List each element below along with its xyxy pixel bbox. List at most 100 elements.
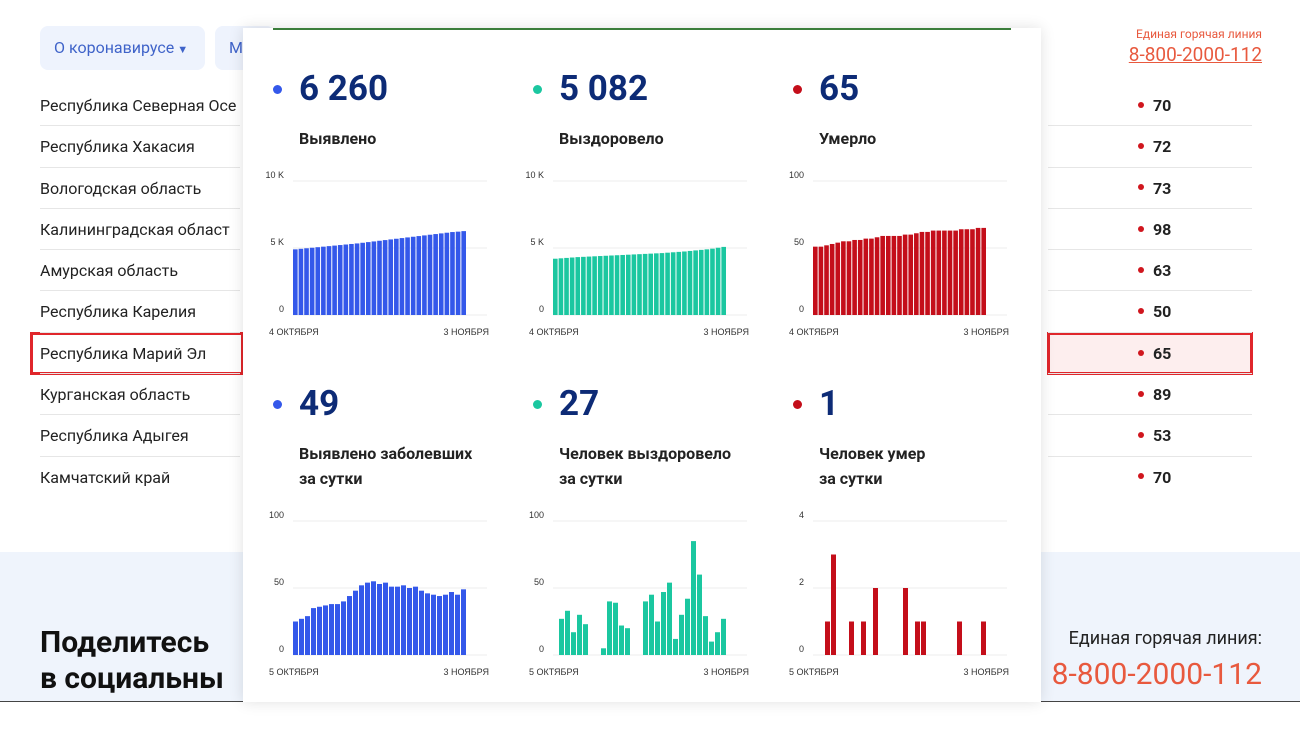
chart-bar: [298, 248, 304, 315]
region-stats-popup: 6 260 Выявлено 0 5 K 10 K 4 ОКТЯБРЯ 3 НОЯБРЯ…: [243, 28, 1041, 702]
region-name[interactable]: Республика Хакасия: [40, 126, 240, 168]
chart-bar: [873, 588, 878, 655]
chart-bar: [908, 234, 914, 315]
region-deaths-value: 72: [1048, 126, 1252, 168]
chart-bar: [642, 253, 648, 315]
chart-detected: 0 5 K 10 K 4 ОКТЯБРЯ 3 НОЯБРЯ: [265, 170, 489, 337]
chart-recovered: 0 5 K 10 K 4 ОКТЯБРЯ 3 НОЯБРЯ: [525, 170, 749, 337]
region-name[interactable]: Республика Марий Эл: [40, 333, 240, 375]
chart-bar: [936, 230, 942, 315]
chart-bar: [377, 583, 382, 655]
chart-bar: [360, 242, 365, 315]
hotline-top-number[interactable]: 8-800-2000-112: [1128, 43, 1262, 66]
chart-bar: [347, 596, 352, 655]
share-heading: Поделитесь в социальны: [40, 625, 224, 697]
x-tick-label: 3 НОЯБРЯ: [443, 327, 489, 337]
deaths-count: 70: [1153, 467, 1172, 487]
chart-bar: [693, 250, 698, 315]
chart-bar: [419, 590, 424, 655]
deaths-count: 72: [1153, 137, 1172, 157]
chart-bar: [422, 235, 427, 315]
chart-bar: [670, 252, 676, 315]
metric-died-daily: 1 Человек умер за сутки 0 2 4 5 ОКТЯБРЯ 3 НО…: [763, 343, 1023, 677]
region-name[interactable]: Республика Карелия: [40, 291, 240, 333]
popup-top-divider: [273, 28, 1011, 30]
chart-died-daily: 0 2 4 5 ОКТЯБРЯ 3 НОЯБРЯ: [789, 510, 1009, 677]
metric-label: Выявлено: [299, 129, 377, 148]
region-name[interactable]: Амурская область: [40, 250, 240, 292]
metric-recovered-daily: 27 Человек выздоровело за сутки 0 50 100 5 …: [503, 343, 763, 677]
y-tick-label: 10 K: [265, 170, 284, 180]
metric-label-line2: за сутки: [819, 469, 883, 488]
chart-bar: [431, 594, 436, 655]
chart-bar: [341, 601, 346, 655]
chart-bar: [852, 239, 857, 315]
metric-recovered: 5 082 Выздоровело 0 5 K 10 K 4 ОКТЯБРЯ 3 НОЯ…: [503, 28, 763, 348]
region-name[interactable]: Республика Адыгея: [40, 415, 240, 457]
chart-bar: [825, 621, 830, 655]
chart-bar: [676, 251, 682, 315]
chart-bar: [981, 621, 986, 655]
hotline-bottom-number[interactable]: 8-800-2000-112: [1051, 657, 1262, 692]
y-tick-label: 100: [529, 510, 544, 520]
red-dot-icon: [1138, 266, 1144, 273]
chart-bar: [575, 257, 581, 315]
deaths-count: 98: [1153, 219, 1172, 239]
chart-bar: [349, 243, 354, 315]
chart-bar: [371, 241, 377, 315]
x-tick-label: 4 ОКТЯБРЯ: [789, 327, 839, 337]
region-name[interactable]: Камчатский край: [40, 467, 171, 487]
chart-bar: [919, 231, 925, 315]
metric-label: Человек выздоровело: [559, 444, 731, 463]
chart-bar: [461, 589, 466, 655]
chart-bar: [326, 246, 332, 315]
region-name[interactable]: Калининградская област: [40, 209, 240, 251]
chart-bar: [603, 255, 609, 315]
deaths-count: 65: [1153, 343, 1172, 363]
chart-bar: [383, 582, 388, 655]
metric-value: 5 082: [559, 68, 649, 109]
chart-bar: [648, 253, 654, 315]
chevron-down-icon: ▼: [177, 43, 189, 56]
nav-about-coronavirus[interactable]: О коронавирусе ▼: [40, 26, 205, 70]
chart-bar: [293, 249, 298, 315]
chart-bar: [597, 256, 603, 315]
chart-bar: [450, 232, 455, 315]
chart-bar: [835, 242, 841, 315]
region-name[interactable]: Республика Северная Осе: [40, 85, 240, 127]
y-tick-label: 0: [539, 644, 544, 654]
chart-bar: [433, 234, 438, 315]
green-dot-icon: [533, 400, 542, 409]
chart-bar: [377, 240, 382, 315]
chart-bar: [831, 554, 836, 655]
hotline-bottom-label: Единая горячая линия:: [1068, 628, 1262, 649]
chart-bar: [343, 244, 349, 315]
x-tick-label: 5 ОКТЯБРЯ: [529, 667, 579, 677]
y-tick-label: 0: [279, 644, 284, 654]
region-name[interactable]: Курганская область: [40, 374, 240, 416]
region-deaths-value: 98: [1048, 209, 1252, 251]
chart-bar: [332, 245, 337, 315]
x-tick-label: 4 ОКТЯБРЯ: [529, 327, 579, 337]
chart-bar: [824, 245, 829, 315]
chart-bar: [869, 238, 874, 315]
region-name[interactable]: Вологодская область: [40, 168, 240, 209]
y-tick-label: 5 K: [270, 237, 284, 247]
red-dot-icon: [1138, 390, 1144, 397]
region-deaths-value: 70: [1048, 85, 1252, 127]
chart-bar: [846, 241, 852, 315]
chart-bar: [697, 574, 702, 655]
region-deaths-value: 70: [1048, 457, 1252, 498]
hotline-top-label: Единая горячая линия: [1136, 27, 1262, 41]
chart-bar: [444, 232, 450, 315]
chart-bar: [958, 229, 964, 315]
x-tick-label: 3 НОЯБРЯ: [963, 667, 1009, 677]
chart-bar: [337, 245, 343, 315]
chart-bar: [655, 621, 660, 655]
chart-bar: [401, 585, 406, 655]
chart-bar: [394, 238, 399, 315]
chart-bar: [682, 251, 687, 315]
deaths-count: 53: [1153, 426, 1172, 446]
metric-label: Человек умер: [819, 444, 926, 463]
